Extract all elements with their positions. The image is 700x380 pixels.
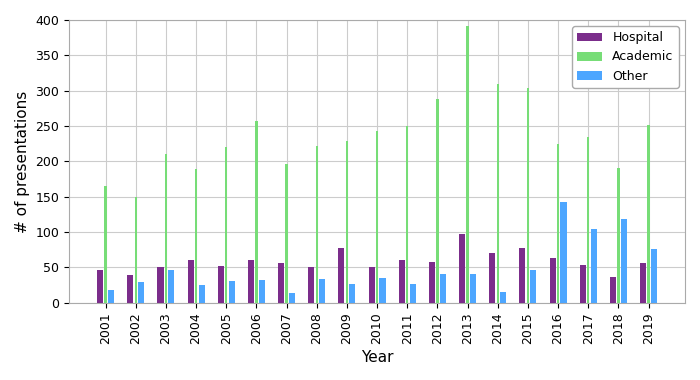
Bar — [376, 131, 378, 303]
Bar — [531, 270, 536, 303]
Bar — [278, 263, 284, 303]
Bar — [229, 281, 234, 303]
Bar — [406, 126, 408, 303]
Bar — [440, 274, 446, 303]
Bar — [519, 249, 526, 303]
Bar — [134, 197, 137, 303]
Bar — [617, 168, 620, 303]
Y-axis label: # of presentations: # of presentations — [15, 90, 30, 233]
Bar — [138, 282, 144, 303]
Bar — [591, 229, 596, 303]
Bar — [557, 144, 559, 303]
Bar — [97, 270, 103, 303]
Bar — [429, 262, 435, 303]
Bar — [459, 234, 466, 303]
Bar — [369, 268, 375, 303]
Bar — [218, 266, 224, 303]
Bar — [648, 125, 650, 303]
Bar — [346, 141, 348, 303]
Bar — [349, 285, 356, 303]
Bar — [188, 260, 194, 303]
Bar — [550, 258, 556, 303]
Bar — [158, 268, 164, 303]
Bar — [580, 265, 586, 303]
Bar — [339, 249, 344, 303]
Bar — [399, 260, 405, 303]
Bar — [610, 277, 616, 303]
Bar — [526, 88, 529, 303]
Bar — [500, 291, 506, 303]
Bar — [108, 290, 114, 303]
Bar — [651, 249, 657, 303]
Bar — [587, 138, 589, 303]
Bar — [168, 270, 174, 303]
Bar — [259, 280, 265, 303]
Bar — [256, 121, 258, 303]
Bar — [248, 260, 254, 303]
Bar — [436, 99, 439, 303]
Bar — [466, 26, 469, 303]
Legend: Hospital, Academic, Other: Hospital, Academic, Other — [573, 26, 679, 88]
Bar — [410, 284, 416, 303]
Bar — [489, 253, 496, 303]
Bar — [496, 84, 499, 303]
Bar — [199, 285, 204, 303]
Bar — [316, 146, 318, 303]
Bar — [470, 274, 476, 303]
Bar — [225, 147, 228, 303]
Bar — [127, 275, 133, 303]
X-axis label: Year: Year — [360, 350, 393, 365]
Bar — [561, 203, 566, 303]
Bar — [286, 163, 288, 303]
Bar — [195, 169, 197, 303]
Bar — [379, 278, 386, 303]
Bar — [289, 293, 295, 303]
Bar — [104, 186, 107, 303]
Bar — [640, 263, 646, 303]
Bar — [621, 219, 626, 303]
Bar — [319, 279, 326, 303]
Bar — [308, 268, 314, 303]
Bar — [164, 154, 167, 303]
